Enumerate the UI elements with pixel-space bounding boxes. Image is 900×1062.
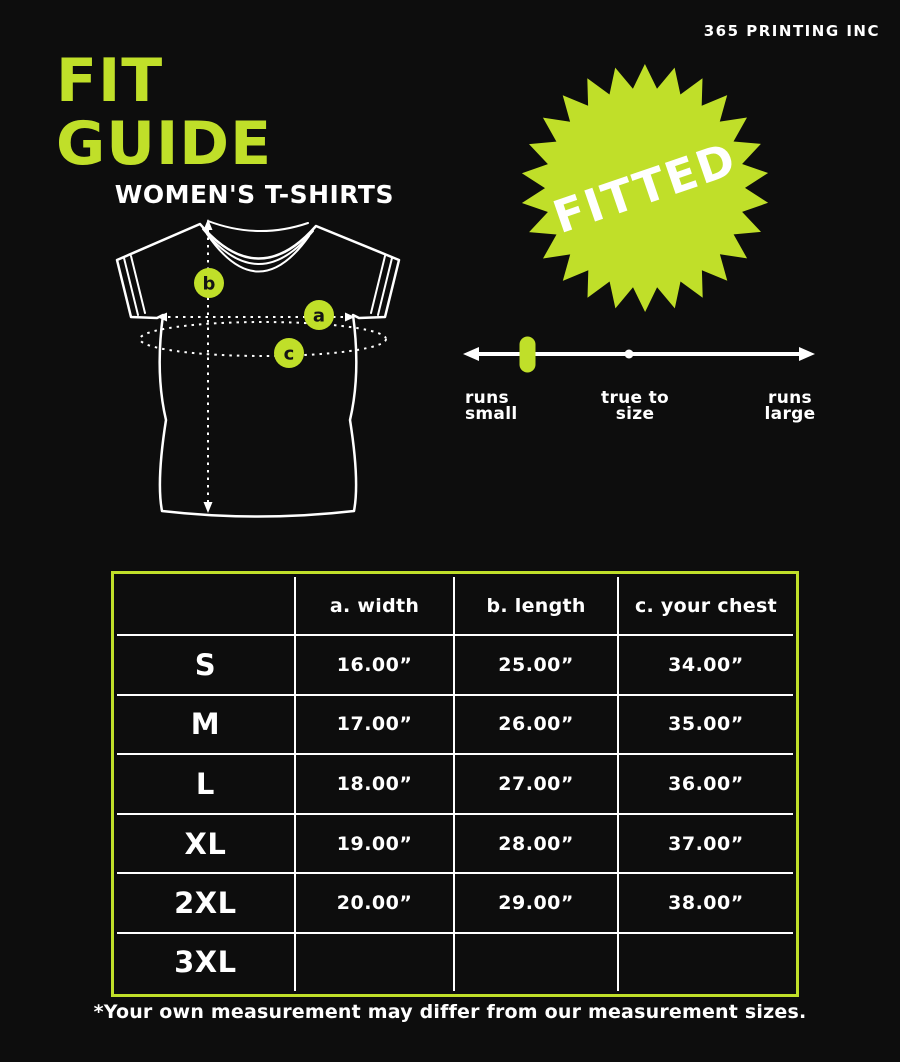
page-title: FIT GUIDE — [56, 46, 273, 179]
table-row-xl: XL 19.00” 28.00” 37.00” — [117, 812, 793, 875]
length-value: 27.00” — [453, 753, 619, 815]
size-label: 3XL — [117, 931, 296, 991]
arrow-up-icon — [203, 219, 213, 230]
header-chest: c. your chest — [616, 577, 793, 636]
length-value: 29.00” — [453, 872, 619, 934]
starburst-icon — [521, 64, 769, 312]
length-value — [453, 931, 619, 991]
header-size — [117, 577, 296, 636]
collar-trim-line — [202, 228, 314, 265]
marker-a-circle — [304, 300, 334, 330]
chest-measure-ellipse — [139, 321, 387, 357]
back-collar-line — [207, 220, 309, 233]
scale-label-runs-small: runs small — [465, 388, 518, 424]
footnote: *Your own measurement may differ from ou… — [93, 1001, 807, 1023]
width-value: 19.00” — [293, 812, 456, 875]
table-row-l: L 18.00” 27.00” 36.00” — [117, 753, 793, 815]
table-row-s: S 16.00” 25.00” 34.00” — [117, 634, 793, 696]
width-value: 20.00” — [293, 872, 456, 934]
marker-a-label: a — [313, 306, 325, 327]
chest-value: 35.00” — [616, 693, 793, 756]
page-header: FIT GUIDE WOMEN'S T-SHIRTS — [56, 46, 394, 210]
length-value: 25.00” — [453, 634, 619, 696]
collar-trim-line — [206, 233, 310, 273]
size-label: M — [117, 693, 296, 756]
fit-scale — [463, 336, 815, 373]
right-cuff-line — [370, 255, 393, 316]
size-label: 2XL — [117, 872, 296, 934]
chest-value — [616, 931, 793, 991]
scale-arrow-left-icon — [463, 347, 479, 361]
marker-c-circle — [274, 338, 304, 368]
scale-center-dot — [624, 349, 634, 359]
table-row-3xl: 3XL — [117, 931, 793, 991]
table-header-row: a. width b. length c. your chest — [117, 577, 793, 636]
marker-c-label: c — [284, 344, 295, 365]
fitted-badge: FITTED — [521, 64, 769, 312]
size-label: L — [117, 753, 296, 815]
marker-b-circle — [194, 268, 224, 298]
scale-marker — [519, 336, 536, 373]
width-value: 16.00” — [293, 634, 456, 696]
tshirt-outline-icon — [115, 222, 401, 518]
header-width: a. width — [293, 577, 456, 636]
chest-value: 37.00” — [616, 812, 793, 875]
arrow-right-icon — [345, 312, 355, 322]
scale-label-true-to-size: true to size — [601, 388, 669, 424]
table-row-2xl: 2XL 20.00” 29.00” 38.00” — [117, 872, 793, 934]
chest-value: 36.00” — [616, 753, 793, 815]
page-subtitle: WOMEN'S T-SHIRTS — [114, 180, 394, 209]
size-table-frame: a. width b. length c. your chest S 16.00… — [111, 571, 799, 997]
size-label: S — [117, 634, 296, 696]
size-table: a. width b. length c. your chest S 16.00… — [117, 577, 793, 991]
table-row-m: M 17.00” 26.00” 35.00” — [117, 693, 793, 756]
marker-b-label: b — [203, 274, 216, 295]
brand-text: 365 PRINTING INC — [703, 22, 880, 40]
width-value — [293, 931, 456, 991]
length-value: 26.00” — [453, 693, 619, 756]
width-value: 18.00” — [293, 753, 456, 815]
width-value: 17.00” — [293, 693, 456, 756]
length-value: 28.00” — [453, 812, 619, 875]
tshirt-diagram: b a c — [115, 219, 401, 518]
header-length: b. length — [453, 577, 619, 636]
left-cuff-line — [123, 255, 146, 316]
chest-value: 34.00” — [616, 634, 793, 696]
scale-arrow-right-icon — [799, 347, 815, 361]
chest-value: 38.00” — [616, 872, 793, 934]
arrow-down-icon — [203, 502, 213, 513]
arrow-left-icon — [157, 312, 167, 322]
size-label: XL — [117, 812, 296, 875]
scale-label-runs-large: runs large — [764, 388, 816, 424]
